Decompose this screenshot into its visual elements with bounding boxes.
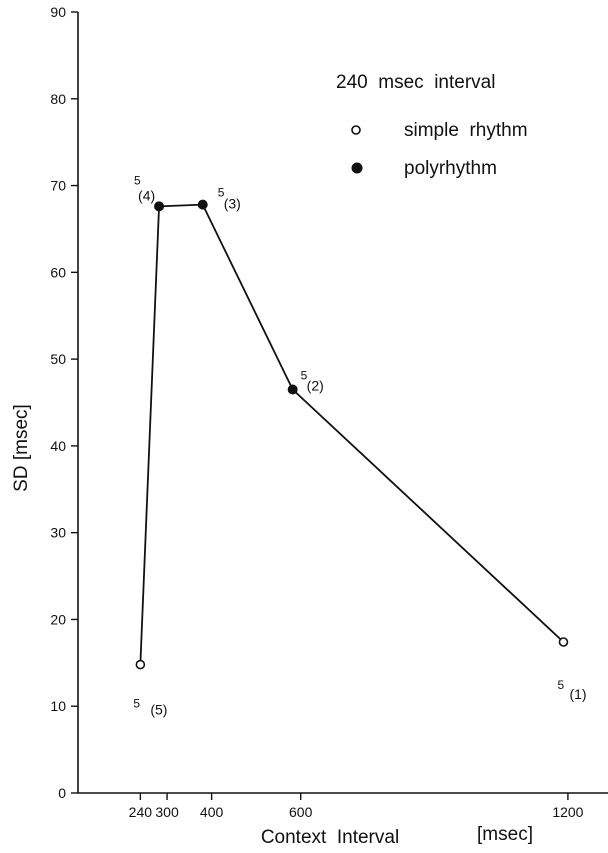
y-tick-label: 50 [50, 351, 66, 367]
data-point-open [135, 659, 146, 670]
y-tick-label: 60 [50, 264, 66, 280]
point-label-superscript: 5 [557, 678, 564, 692]
x-axis-unit: [msec] [477, 824, 533, 845]
point-label: (4) [138, 187, 155, 203]
x-tick-label: 300 [155, 804, 179, 820]
point-label: (1) [569, 686, 586, 702]
legend-title: 240 msec interval [336, 72, 495, 93]
x-tick-label: 600 [289, 804, 313, 820]
y-tick-label: 20 [50, 611, 66, 627]
y-axis-title: SD [msec] [11, 404, 32, 492]
series-line [139, 203, 565, 665]
point-label-superscript: 5 [134, 173, 141, 187]
point-label-superscript: 5 [133, 697, 140, 711]
x-axis-ticks: 240 300 400 600 1200 [129, 793, 584, 820]
x-tick-label: 1200 [552, 804, 583, 820]
x-tick-label: 400 [200, 804, 224, 820]
legend-entry-simple-rhythm: simple rhythm [404, 120, 528, 141]
legend-entry-polyrhythm: polyrhythm [404, 158, 497, 179]
legend-filled-circle-marker [351, 162, 363, 174]
y-tick-label: 30 [50, 525, 66, 541]
x-axis-title: Context Interval [261, 827, 399, 848]
point-label-superscript: 5 [218, 186, 225, 200]
point-label-superscript: 5 [301, 368, 308, 382]
point-label: (5) [150, 702, 167, 718]
legend-open-circle-marker [351, 125, 361, 135]
y-tick-label: 90 [50, 4, 66, 20]
data-point-filled [197, 199, 208, 210]
point-label: (2) [307, 377, 324, 393]
x-tick-label: 240 [129, 804, 153, 820]
axes [77, 12, 608, 794]
y-axis-ticks: 0 10 20 30 40 50 60 70 80 90 [50, 4, 78, 801]
point-labels: 5 (5)5(4) 5(3)5(2)5(1) [133, 173, 586, 717]
y-tick-label: 70 [50, 178, 66, 194]
data-point-open [558, 637, 569, 647]
y-tick-label: 0 [58, 785, 66, 801]
point-label: (3) [224, 196, 241, 212]
data-point-filled [287, 384, 298, 395]
y-tick-label: 10 [50, 698, 66, 714]
data-point-filled [154, 201, 165, 212]
y-tick-label: 40 [50, 438, 66, 454]
y-tick-label: 80 [50, 91, 66, 107]
legend: 240 msec interval simple rhythm polyrhyt… [336, 72, 528, 179]
data-series [135, 199, 569, 670]
